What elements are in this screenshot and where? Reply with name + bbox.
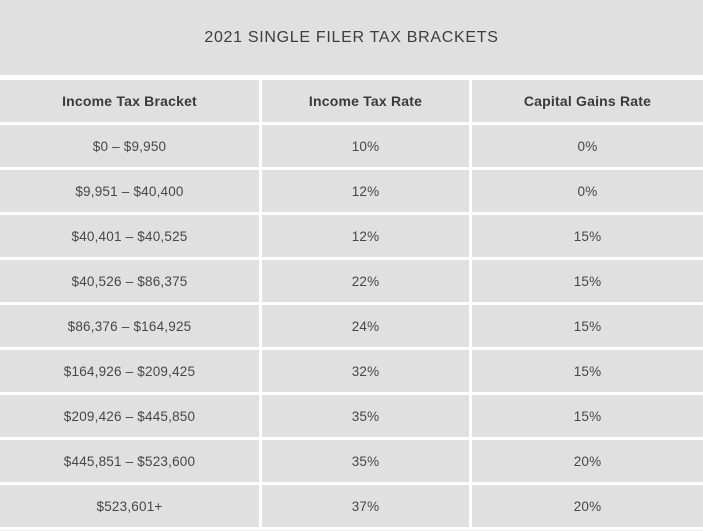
cell-income-rate-row-7: 35% <box>262 395 469 437</box>
cell-income-rate-row-4: 22% <box>262 260 469 302</box>
cell-capital-gains-row-3: 15% <box>472 215 703 257</box>
cell-capital-gains-row-8: 20% <box>472 440 703 482</box>
cell-income-rate-row-3: 12% <box>262 215 469 257</box>
column-header-income-tax-rate: Income Tax Rate <box>262 80 469 122</box>
cell-capital-gains-row-1: 0% <box>472 125 703 167</box>
cell-capital-gains-row-2: 0% <box>472 170 703 212</box>
cell-income-rate-row-1: 10% <box>262 125 469 167</box>
cell-bracket-row-8: $445,851 – $523,600 <box>0 440 259 482</box>
cell-income-rate-row-5: 24% <box>262 305 469 347</box>
cell-bracket-row-2: $9,951 – $40,400 <box>0 170 259 212</box>
cell-capital-gains-row-6: 15% <box>472 350 703 392</box>
cell-capital-gains-row-4: 15% <box>472 260 703 302</box>
cell-income-rate-row-6: 32% <box>262 350 469 392</box>
page-title: 2021 SINGLE FILER TAX BRACKETS <box>204 28 499 46</box>
cell-capital-gains-row-9: 20% <box>472 485 703 527</box>
cell-bracket-row-3: $40,401 – $40,525 <box>0 215 259 257</box>
cell-bracket-row-4: $40,526 – $86,375 <box>0 260 259 302</box>
cell-income-rate-row-2: 12% <box>262 170 469 212</box>
cell-bracket-row-1: $0 – $9,950 <box>0 125 259 167</box>
column-header-capital-gains-rate: Capital Gains Rate <box>472 80 703 122</box>
tax-brackets-table: Income Tax Bracket Income Tax Rate Capit… <box>0 80 703 527</box>
cell-bracket-row-7: $209,426 – $445,850 <box>0 395 259 437</box>
cell-bracket-row-5: $86,376 – $164,925 <box>0 305 259 347</box>
cell-bracket-row-9: $523,601+ <box>0 485 259 527</box>
cell-income-rate-row-8: 35% <box>262 440 469 482</box>
title-band: 2021 SINGLE FILER TAX BRACKETS <box>0 0 703 75</box>
cell-capital-gains-row-5: 15% <box>472 305 703 347</box>
cell-income-rate-row-9: 37% <box>262 485 469 527</box>
cell-bracket-row-6: $164,926 – $209,425 <box>0 350 259 392</box>
cell-capital-gains-row-7: 15% <box>472 395 703 437</box>
column-header-income-tax-bracket: Income Tax Bracket <box>0 80 259 122</box>
